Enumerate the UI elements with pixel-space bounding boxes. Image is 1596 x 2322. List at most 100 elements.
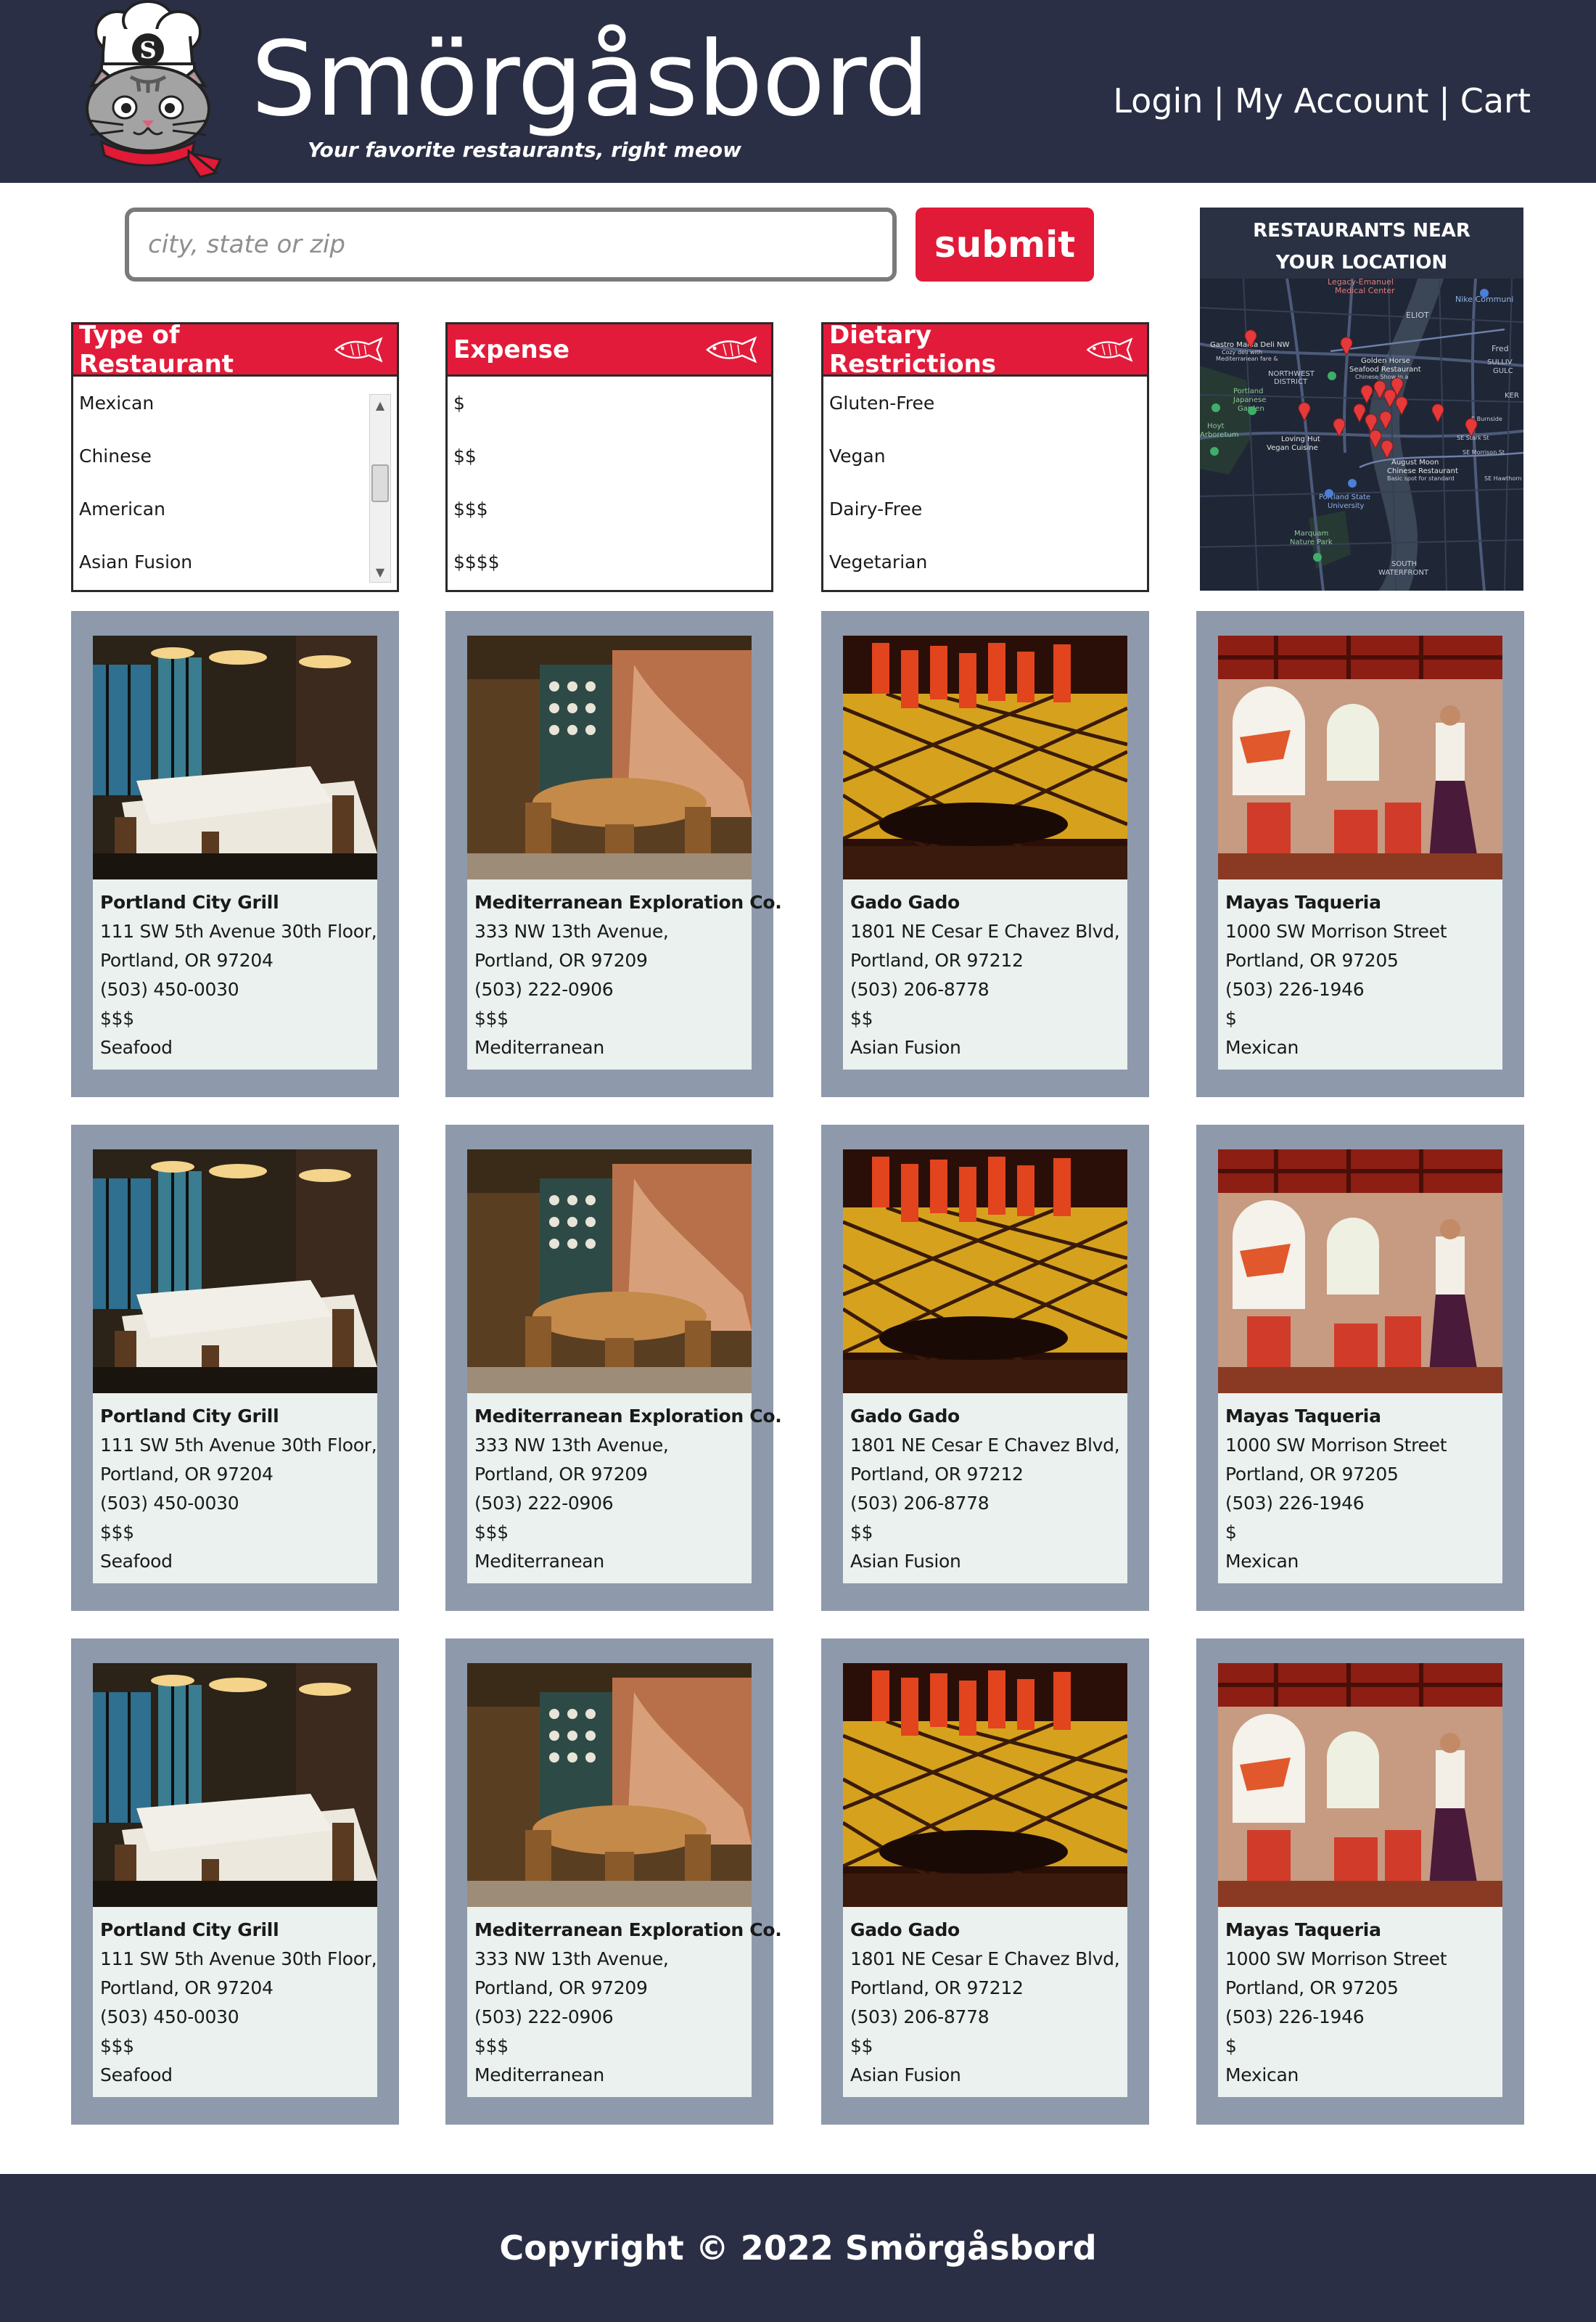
restaurant-card[interactable]: Portland City Grill 111 SW 5th Avenue 30t…: [71, 1125, 399, 1611]
restaurant-photo[interactable]: [467, 1149, 752, 1393]
filter-option-price-4[interactable]: $$$$: [453, 551, 500, 573]
restaurant-photo[interactable]: [467, 636, 752, 879]
filter-option-mexican[interactable]: Mexican: [79, 393, 155, 414]
filter-header: Dietary Restrictions: [823, 321, 1147, 379]
restaurant-name[interactable]: Portland City Grill: [100, 1919, 279, 1940]
filter-options-list: Mexican Chinese American Asian Fusion ▲ …: [73, 377, 397, 590]
restaurant-details: Mayas Taqueria 1000 SW Morrison Street Por…: [1218, 1907, 1502, 2090]
restaurant-photo[interactable]: [1218, 636, 1502, 879]
map-title: RESTAURANTS NEAR YOUR LOCATION: [1200, 208, 1523, 279]
scroll-up-icon[interactable]: ▲: [375, 398, 385, 412]
map-label: August Moon: [1391, 459, 1439, 467]
filter-option-vegetarian[interactable]: Vegetarian: [829, 551, 928, 573]
restaurant-card-body: Mayas Taqueria 1000 SW Morrison Street Por…: [1218, 1149, 1502, 1583]
restaurant-price: $$$: [100, 1008, 134, 1029]
cart-link[interactable]: Cart: [1460, 81, 1531, 120]
restaurant-card[interactable]: Gado Gado 1801 NE Cesar E Chavez Blvd, Por…: [821, 1125, 1149, 1611]
map-label: Basic spot for standard: [1387, 475, 1455, 482]
restaurant-photo[interactable]: [843, 1149, 1127, 1393]
restaurant-card[interactable]: Gado Gado 1801 NE Cesar E Chavez Blvd, Por…: [821, 1638, 1149, 2125]
location-search-input[interactable]: [125, 208, 897, 282]
restaurant-name[interactable]: Mediterranean Exploration Co.: [474, 1406, 782, 1427]
restaurant-photo[interactable]: [93, 1663, 377, 1907]
restaurant-cuisine: Asian Fusion: [850, 1037, 961, 1058]
scroll-down-icon[interactable]: ▼: [375, 565, 385, 579]
restaurant-photo[interactable]: [93, 636, 377, 879]
restaurant-name[interactable]: Gado Gado: [850, 1919, 960, 1940]
restaurant-phone: (503) 206-8778: [850, 1493, 990, 1514]
restaurant-name[interactable]: Mediterranean Exploration Co.: [474, 1919, 782, 1940]
restaurant-details: Gado Gado 1801 NE Cesar E Chavez Blvd, Por…: [843, 879, 1127, 1062]
restaurant-details: Gado Gado 1801 NE Cesar E Chavez Blvd, Por…: [843, 1393, 1127, 1576]
restaurant-card[interactable]: Mediterranean Exploration Co. 333 NW 13th…: [445, 1638, 782, 2125]
filter-option-american[interactable]: American: [79, 499, 165, 520]
map-canvas[interactable]: Legacy-Emanuel Medical Center ELIOT Nike…: [1200, 279, 1523, 591]
filter-option-vegan[interactable]: Vegan: [829, 446, 886, 467]
restaurant-price: $: [1225, 2035, 1237, 2056]
restaurant-name[interactable]: Mayas Taqueria: [1225, 1919, 1381, 1940]
restaurant-details: Mayas Taqueria 1000 SW Morrison Street Por…: [1218, 1393, 1502, 1576]
restaurant-card[interactable]: Mediterranean Exploration Co. 333 NW 13th…: [445, 1125, 782, 1611]
nearby-restaurants-map[interactable]: RESTAURANTS NEAR YOUR LOCATION Legacy-Em…: [1200, 208, 1523, 591]
filter-option-chinese[interactable]: Chinese: [79, 446, 152, 467]
copyright-text: Copyright © 2022 Smörgåsbord: [499, 2228, 1097, 2268]
map-label: SOUTH: [1391, 560, 1417, 568]
restaurant-address-line-1: 1801 NE Cesar E Chavez Blvd,: [850, 1435, 1120, 1456]
map-label: University: [1328, 502, 1365, 510]
restaurant-phone: (503) 222-0906: [474, 1493, 614, 1514]
restaurant-name[interactable]: Mayas Taqueria: [1225, 892, 1381, 913]
filter-dietary-restrictions: Dietary Restrictions Gluten-Free Vegan D…: [821, 321, 1149, 592]
restaurant-address-line-1: 333 NW 13th Avenue,: [474, 1435, 669, 1456]
restaurant-card[interactable]: Mayas Taqueria 1000 SW Morrison Street Por…: [1196, 1125, 1524, 1611]
filter-option-dairy-free[interactable]: Dairy-Free: [829, 499, 923, 520]
map-label: DISTRICT: [1274, 378, 1308, 386]
restaurant-card[interactable]: Gado Gado 1801 NE Cesar E Chavez Blvd, Por…: [821, 611, 1149, 1097]
restaurant-details: Mayas Taqueria 1000 SW Morrison Street Por…: [1218, 879, 1502, 1062]
restaurant-photo[interactable]: [1218, 1663, 1502, 1907]
restaurant-card-body: Portland City Grill 111 SW 5th Avenue 30t…: [93, 636, 377, 1070]
fish-icon: [1086, 337, 1133, 362]
nav-separator: |: [1213, 81, 1225, 120]
restaurant-card-body: Mediterranean Exploration Co. 333 NW 13th…: [467, 636, 782, 1070]
restaurant-card[interactable]: Mayas Taqueria 1000 SW Morrison Street Por…: [1196, 611, 1524, 1097]
restaurant-card-body: Mayas Taqueria 1000 SW Morrison Street Por…: [1218, 1663, 1502, 2097]
restaurant-card[interactable]: Portland City Grill 111 SW 5th Avenue 30t…: [71, 1638, 399, 2125]
list-scrollbar[interactable]: ▲ ▼: [369, 394, 391, 583]
map-label: Chinese Show in a: [1355, 374, 1408, 380]
restaurant-price: $$: [850, 1008, 873, 1029]
restaurant-cuisine: Asian Fusion: [850, 1551, 961, 1572]
restaurant-photo[interactable]: [843, 1663, 1127, 1907]
restaurant-photo[interactable]: [467, 1663, 752, 1907]
restaurant-photo[interactable]: [843, 636, 1127, 879]
login-link[interactable]: Login: [1113, 81, 1204, 120]
restaurant-address-line-2: Portland, OR 97212: [850, 1977, 1024, 1998]
my-account-link[interactable]: My Account: [1234, 81, 1429, 120]
restaurant-name[interactable]: Mayas Taqueria: [1225, 1406, 1381, 1427]
restaurant-card[interactable]: Mediterranean Exploration Co. 333 NW 13th…: [445, 611, 782, 1097]
restaurant-card[interactable]: Portland City Grill 111 SW 5th Avenue 30t…: [71, 611, 399, 1097]
restaurant-address-line-2: Portland, OR 97209: [474, 1464, 648, 1485]
scroll-thumb[interactable]: [371, 464, 389, 502]
submit-button[interactable]: submit: [916, 208, 1094, 282]
filter-option-price-2[interactable]: $$: [453, 446, 477, 467]
filter-expense: Expense $ $$ $$$ $$$$: [445, 322, 773, 592]
restaurant-phone: (503) 222-0906: [474, 979, 614, 1000]
restaurant-card-body: Gado Gado 1801 NE Cesar E Chavez Blvd, Por…: [843, 1149, 1127, 1583]
restaurant-photo[interactable]: [1218, 1149, 1502, 1393]
chef-cat-logo-icon[interactable]: S: [73, 0, 222, 179]
restaurant-name[interactable]: Gado Gado: [850, 892, 960, 913]
restaurant-name[interactable]: Portland City Grill: [100, 892, 279, 913]
restaurant-card[interactable]: Mayas Taqueria 1000 SW Morrison Street Por…: [1196, 1638, 1524, 2125]
map-pins[interactable]: [1210, 289, 1489, 562]
restaurant-cuisine: Asian Fusion: [850, 2064, 961, 2085]
restaurant-name[interactable]: Gado Gado: [850, 1406, 960, 1427]
map-label: SULLIV: [1487, 358, 1513, 366]
filter-option-price-1[interactable]: $: [453, 393, 465, 414]
restaurant-name[interactable]: Mediterranean Exploration Co.: [474, 892, 782, 913]
filter-option-gluten-free[interactable]: Gluten-Free: [829, 393, 935, 414]
restaurant-cuisine: Mediterranean: [474, 2064, 604, 2085]
filter-option-price-3[interactable]: $$$: [453, 499, 488, 520]
filter-option-asian-fusion[interactable]: Asian Fusion: [79, 551, 193, 573]
restaurant-name[interactable]: Portland City Grill: [100, 1406, 279, 1427]
restaurant-photo[interactable]: [93, 1149, 377, 1393]
